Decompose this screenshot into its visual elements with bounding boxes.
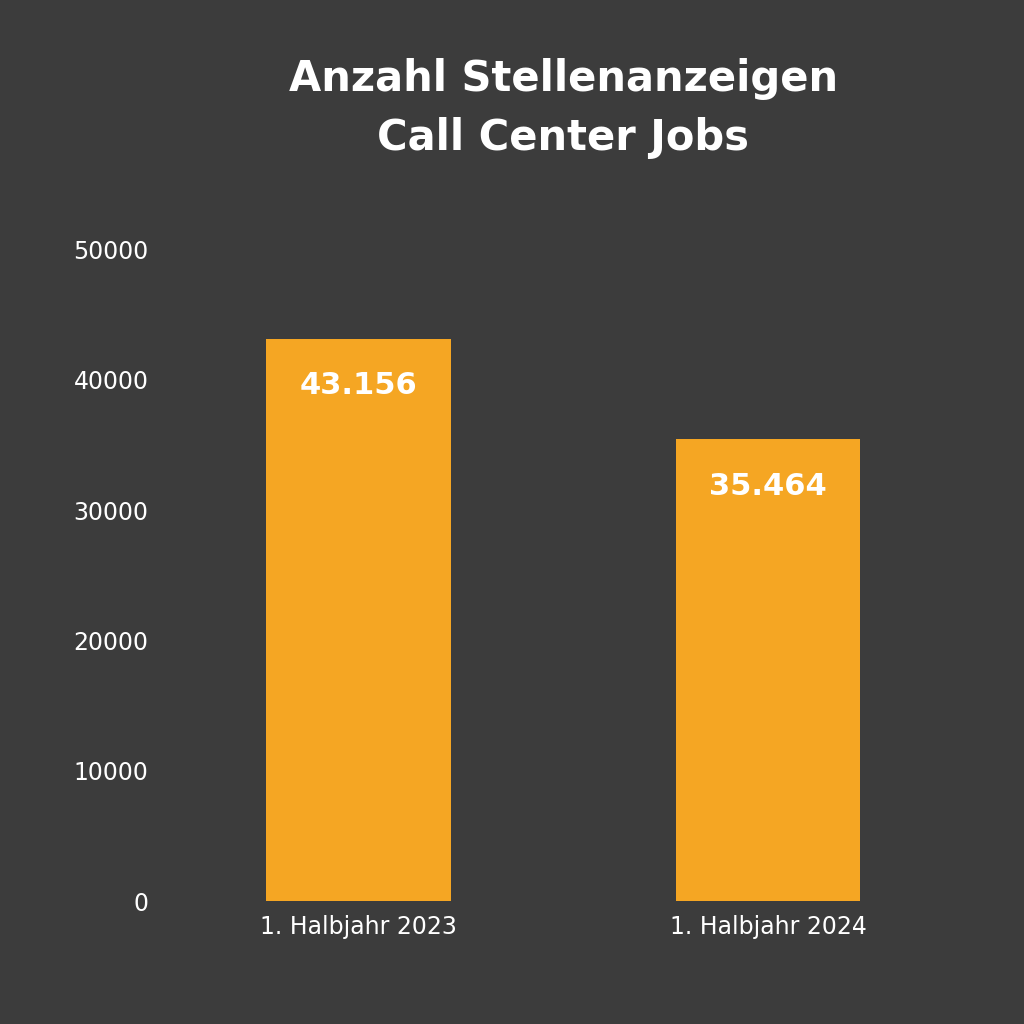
Text: 43.156: 43.156: [300, 372, 417, 400]
Bar: [676, 439, 860, 901]
Bar: [266, 339, 451, 901]
Text: 35.464: 35.464: [710, 471, 826, 501]
Title: Anzahl Stellenanzeigen
Call Center Jobs: Anzahl Stellenanzeigen Call Center Jobs: [289, 58, 838, 159]
